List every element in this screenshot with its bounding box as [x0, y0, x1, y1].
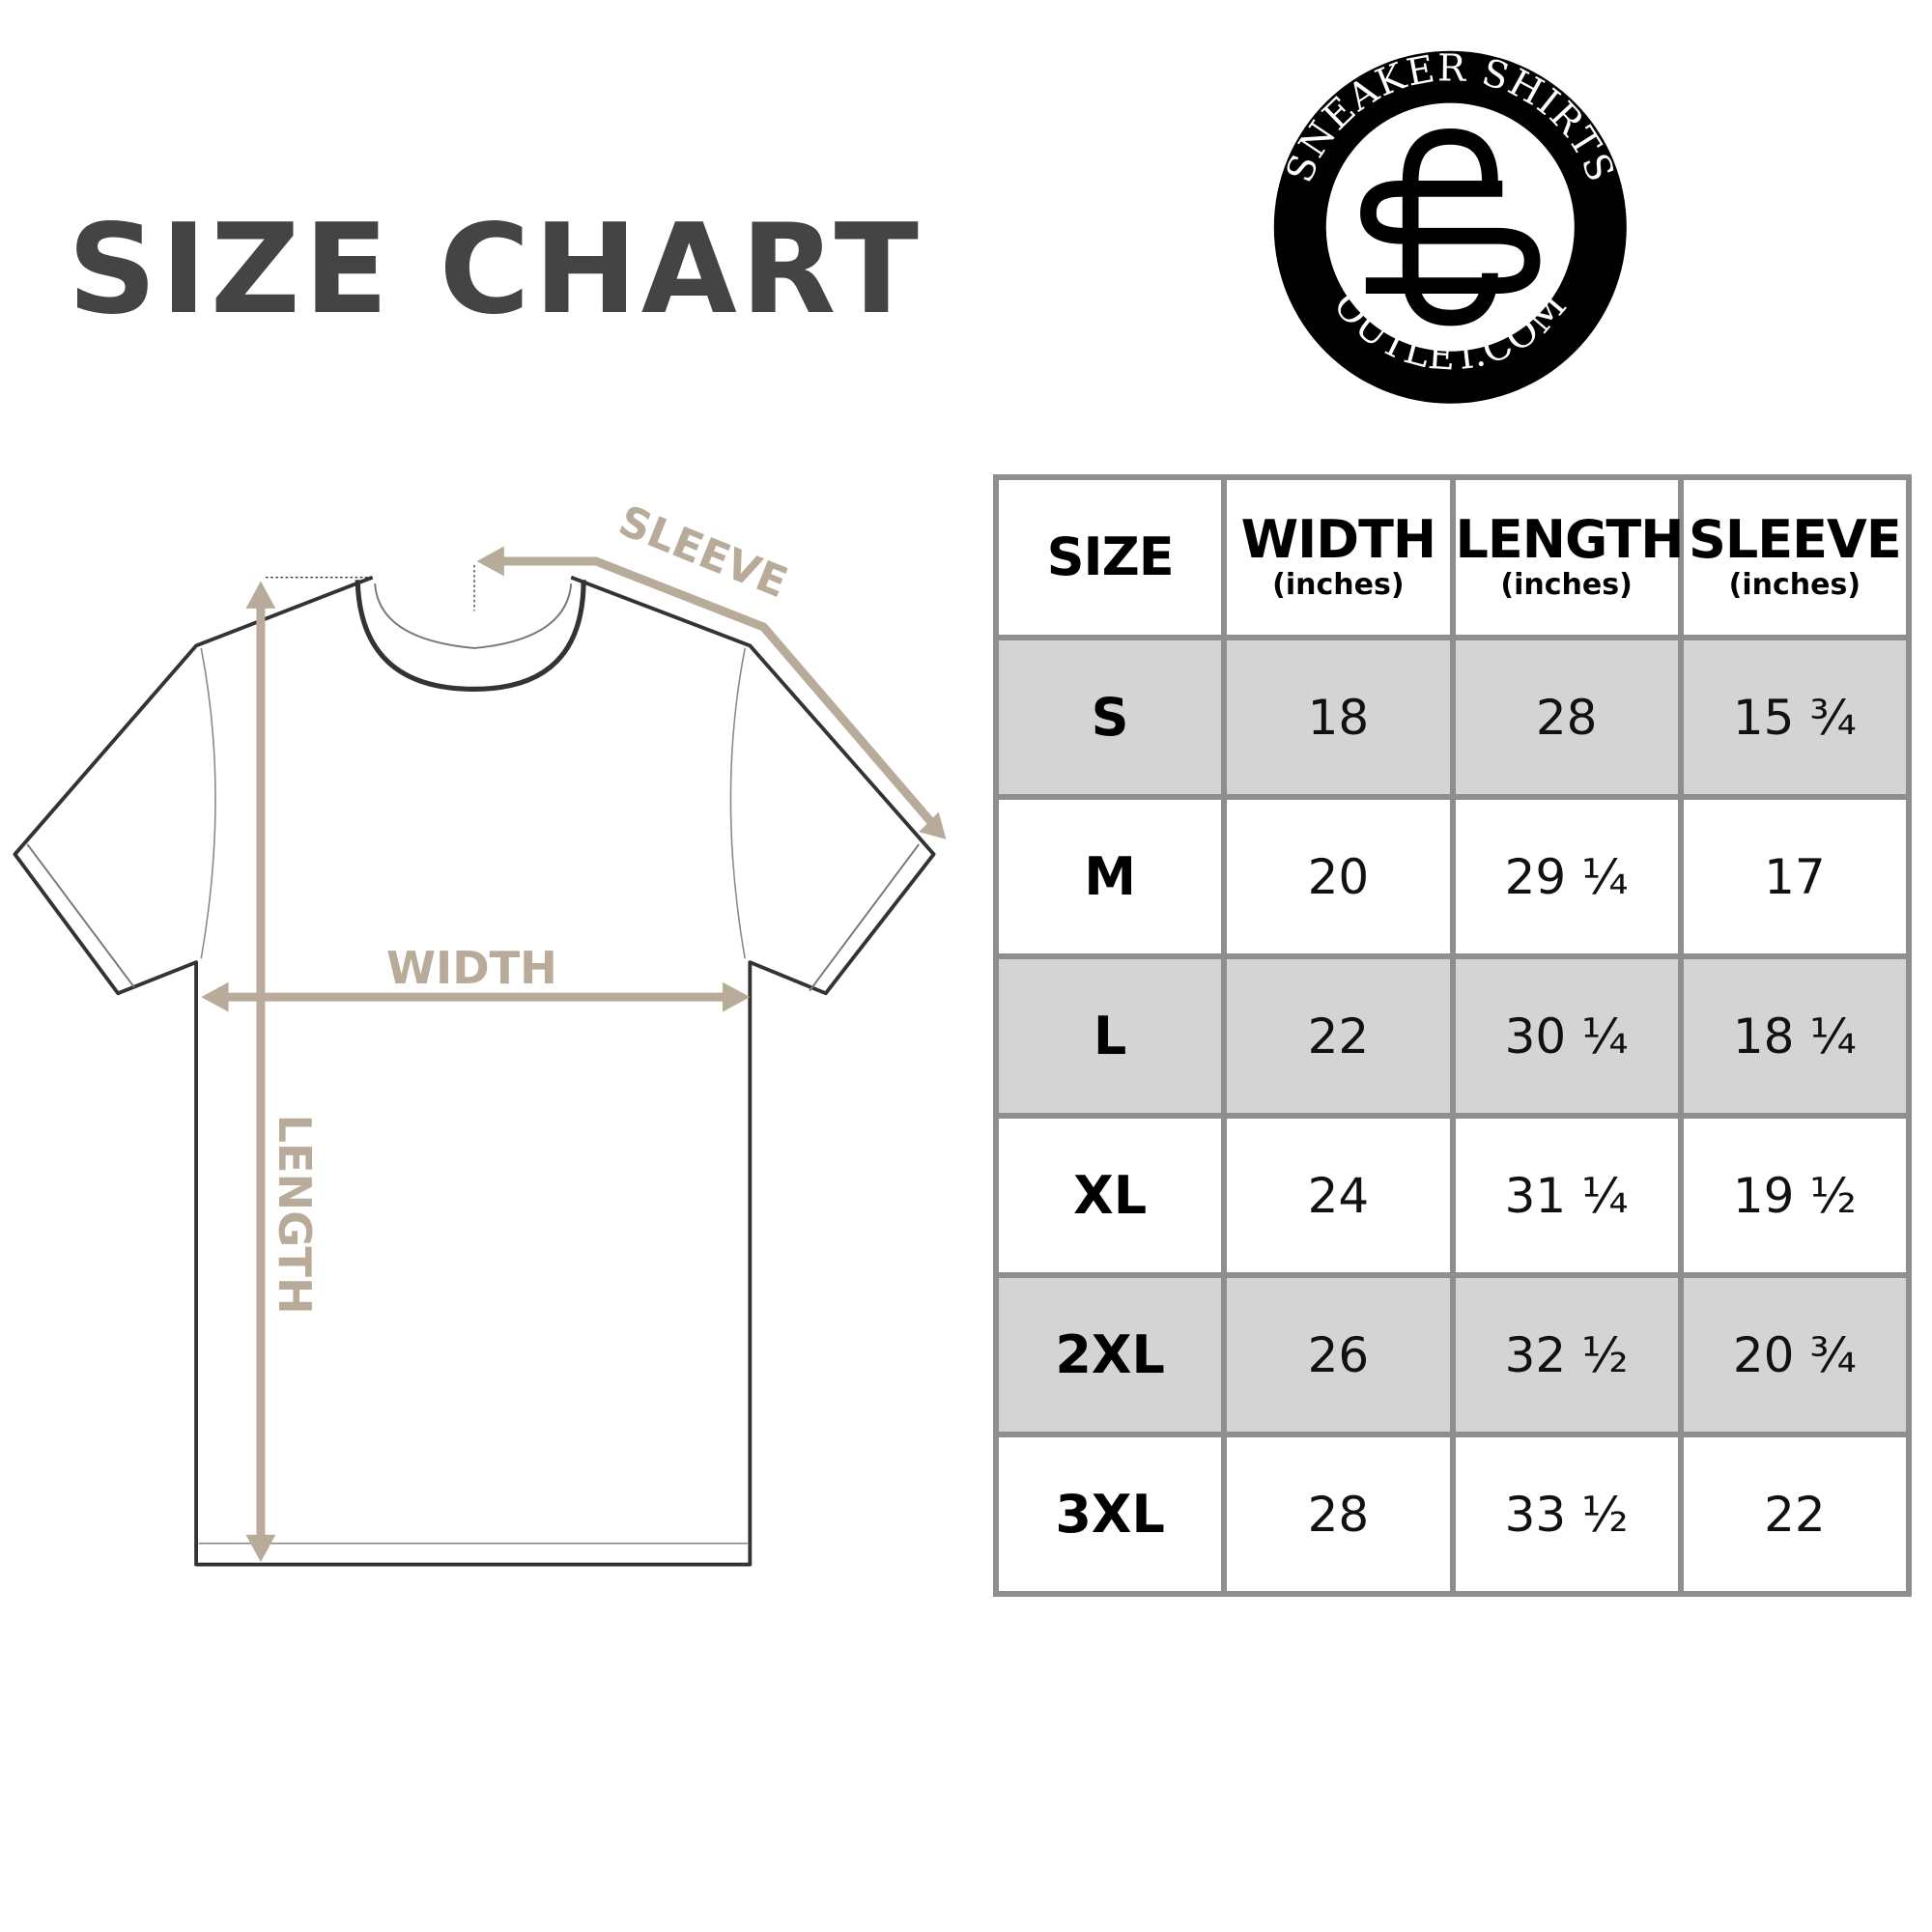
sleeve-cell: 18 ¼	[1677, 953, 1913, 1119]
tshirt-outline	[13, 564, 936, 1567]
length-cell: 32 ½	[1449, 1272, 1684, 1437]
size-chart-table: SIZE WIDTH (inches) LENGTH (inches) SLEEVE…	[992, 474, 1913, 1597]
brand-logo: SNEAKER SHIRTS OUTLET.COM	[1273, 46, 1627, 404]
sleeve-cell: 22	[1677, 1432, 1913, 1597]
size-cell: S	[992, 635, 1228, 800]
length-cell: 33 ½	[1449, 1432, 1684, 1597]
size-cell: M	[992, 794, 1228, 959]
width-cell: 22	[1221, 953, 1456, 1119]
length-cell: 29 ¼	[1449, 794, 1684, 959]
width-cell: 28	[1221, 1432, 1456, 1597]
table-row: M 20 29 ¼ 17	[992, 794, 1913, 959]
table-row: 3XL 28 33 ½ 22	[992, 1432, 1913, 1597]
table-row: 2XL 26 32 ½ 20 ¾	[992, 1272, 1913, 1437]
sleeve-cell: 17	[1677, 794, 1913, 959]
table-header-row: SIZE WIDTH (inches) LENGTH (inches) SLEEVE…	[992, 474, 1913, 640]
width-cell: 24	[1221, 1113, 1456, 1278]
header-sleeve: SLEEVE (inches)	[1677, 474, 1913, 640]
size-cell: XL	[992, 1113, 1228, 1278]
table-row: L 22 30 ¼ 18 ¼	[992, 953, 1913, 1119]
sleeve-cell: 19 ½	[1677, 1113, 1913, 1278]
sleeve-cell: 15 ¾	[1677, 635, 1913, 800]
size-cell: L	[992, 953, 1228, 1119]
size-cell: 3XL	[992, 1432, 1228, 1597]
length-cell: 28	[1449, 635, 1684, 800]
length-label: LENGTH	[269, 1114, 321, 1314]
header-size: SIZE	[992, 474, 1228, 640]
sleeve-label: SLEEVE	[612, 497, 794, 609]
header-length: LENGTH (inches)	[1449, 474, 1684, 640]
header-width: WIDTH (inches)	[1221, 474, 1456, 640]
width-cell: 20	[1221, 794, 1456, 959]
page-title: SIZE CHART	[68, 198, 923, 342]
table-row: S 18 28 15 ¾	[992, 635, 1913, 800]
length-cell: 31 ¼	[1449, 1113, 1684, 1278]
sleeve-cell: 20 ¾	[1677, 1272, 1913, 1437]
sleeve-arrow	[484, 556, 942, 835]
width-cell: 18	[1221, 635, 1456, 800]
size-cell: 2XL	[992, 1272, 1228, 1437]
length-cell: 30 ¼	[1449, 953, 1684, 1119]
width-cell: 26	[1221, 1272, 1456, 1437]
width-label: WIDTH	[386, 942, 557, 994]
table-row: XL 24 31 ¼ 19 ½	[992, 1113, 1913, 1278]
